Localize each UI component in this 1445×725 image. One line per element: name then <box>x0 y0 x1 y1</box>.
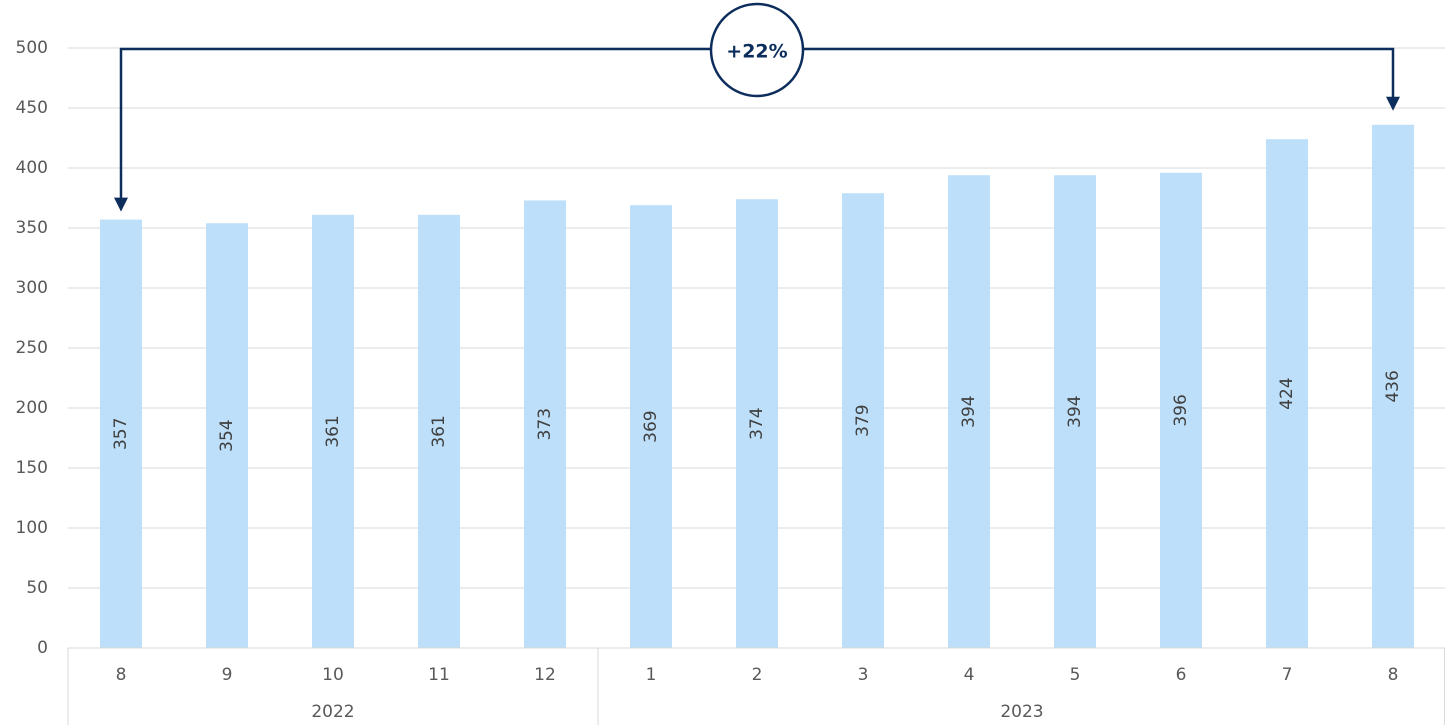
arrow-head <box>114 197 128 212</box>
value-label: 373 <box>535 408 555 440</box>
value-label: 354 <box>217 419 237 451</box>
value-label: 394 <box>1065 395 1085 427</box>
x-tick-label: 5 <box>1070 665 1081 685</box>
bar <box>1160 172 1202 649</box>
y-tick-label: 400 <box>16 158 48 178</box>
value-label: 361 <box>429 415 449 447</box>
x-tick-label: 11 <box>428 665 450 685</box>
arrow-head <box>1386 96 1400 111</box>
value-label: 394 <box>959 395 979 427</box>
bar <box>1054 175 1096 648</box>
value-label: 424 <box>1277 377 1297 409</box>
y-tick-label: 50 <box>26 578 48 598</box>
bar <box>736 199 778 648</box>
bar <box>948 175 990 648</box>
bar <box>100 219 142 648</box>
x-tick-label: 10 <box>322 665 344 685</box>
annotation-circle <box>709 2 805 98</box>
bar <box>842 193 884 648</box>
y-tick-label: 250 <box>16 338 48 358</box>
x-tick-label: 9 <box>222 665 233 685</box>
y-tick-label: 300 <box>16 278 48 298</box>
y-tick-label: 200 <box>16 398 48 418</box>
group-label: 2023 <box>1000 702 1043 722</box>
bar <box>206 223 248 648</box>
x-tick-label: 2 <box>752 665 763 685</box>
value-label: 369 <box>641 410 661 442</box>
value-label: 436 <box>1383 370 1403 402</box>
y-tick-label: 450 <box>16 98 48 118</box>
x-tick-label: 12 <box>534 665 556 685</box>
bar <box>312 214 354 649</box>
y-tick-label: 500 <box>16 38 48 58</box>
x-tick-label: 6 <box>1176 665 1187 685</box>
x-tick-label: 3 <box>858 665 869 685</box>
value-label: 379 <box>853 404 873 436</box>
bar <box>1266 139 1308 648</box>
annotation-label: +22% <box>726 41 787 63</box>
x-tick-label: 7 <box>1282 665 1293 685</box>
y-tick-label: 350 <box>16 218 48 238</box>
y-tick-label: 100 <box>16 518 48 538</box>
bar <box>524 200 566 648</box>
y-tick-label: 150 <box>16 458 48 478</box>
y-tick-label: 0 <box>37 638 48 658</box>
bar <box>630 205 672 648</box>
value-label: 396 <box>1171 394 1191 426</box>
x-tick-label: 8 <box>1388 665 1399 685</box>
x-tick-label: 4 <box>964 665 975 685</box>
x-tick-label: 8 <box>116 665 127 685</box>
value-label: 374 <box>747 407 767 439</box>
value-label: 357 <box>111 418 131 450</box>
bar <box>418 214 460 649</box>
value-label: 361 <box>323 415 343 447</box>
group-label: 2022 <box>311 702 354 722</box>
bar <box>1372 124 1414 649</box>
x-tick-label: 1 <box>646 665 657 685</box>
